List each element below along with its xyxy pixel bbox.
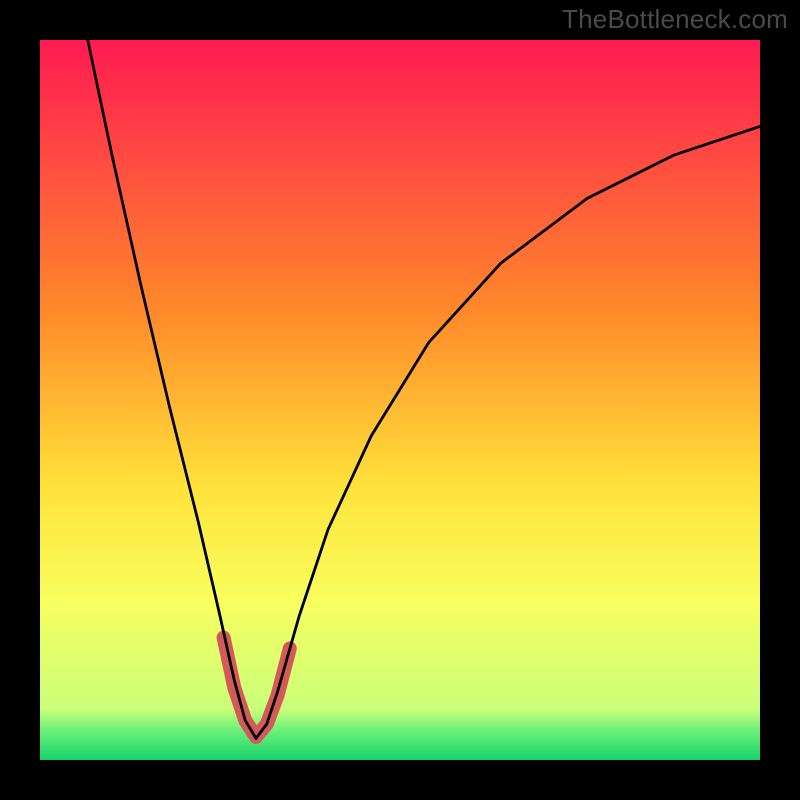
chart-outer-frame: TheBottleneck.com — [0, 0, 800, 800]
plot-area — [40, 40, 760, 760]
watermark-text: TheBottleneck.com — [562, 4, 788, 35]
bottleneck-curve — [83, 40, 760, 738]
bottleneck-curve-svg — [40, 40, 760, 760]
